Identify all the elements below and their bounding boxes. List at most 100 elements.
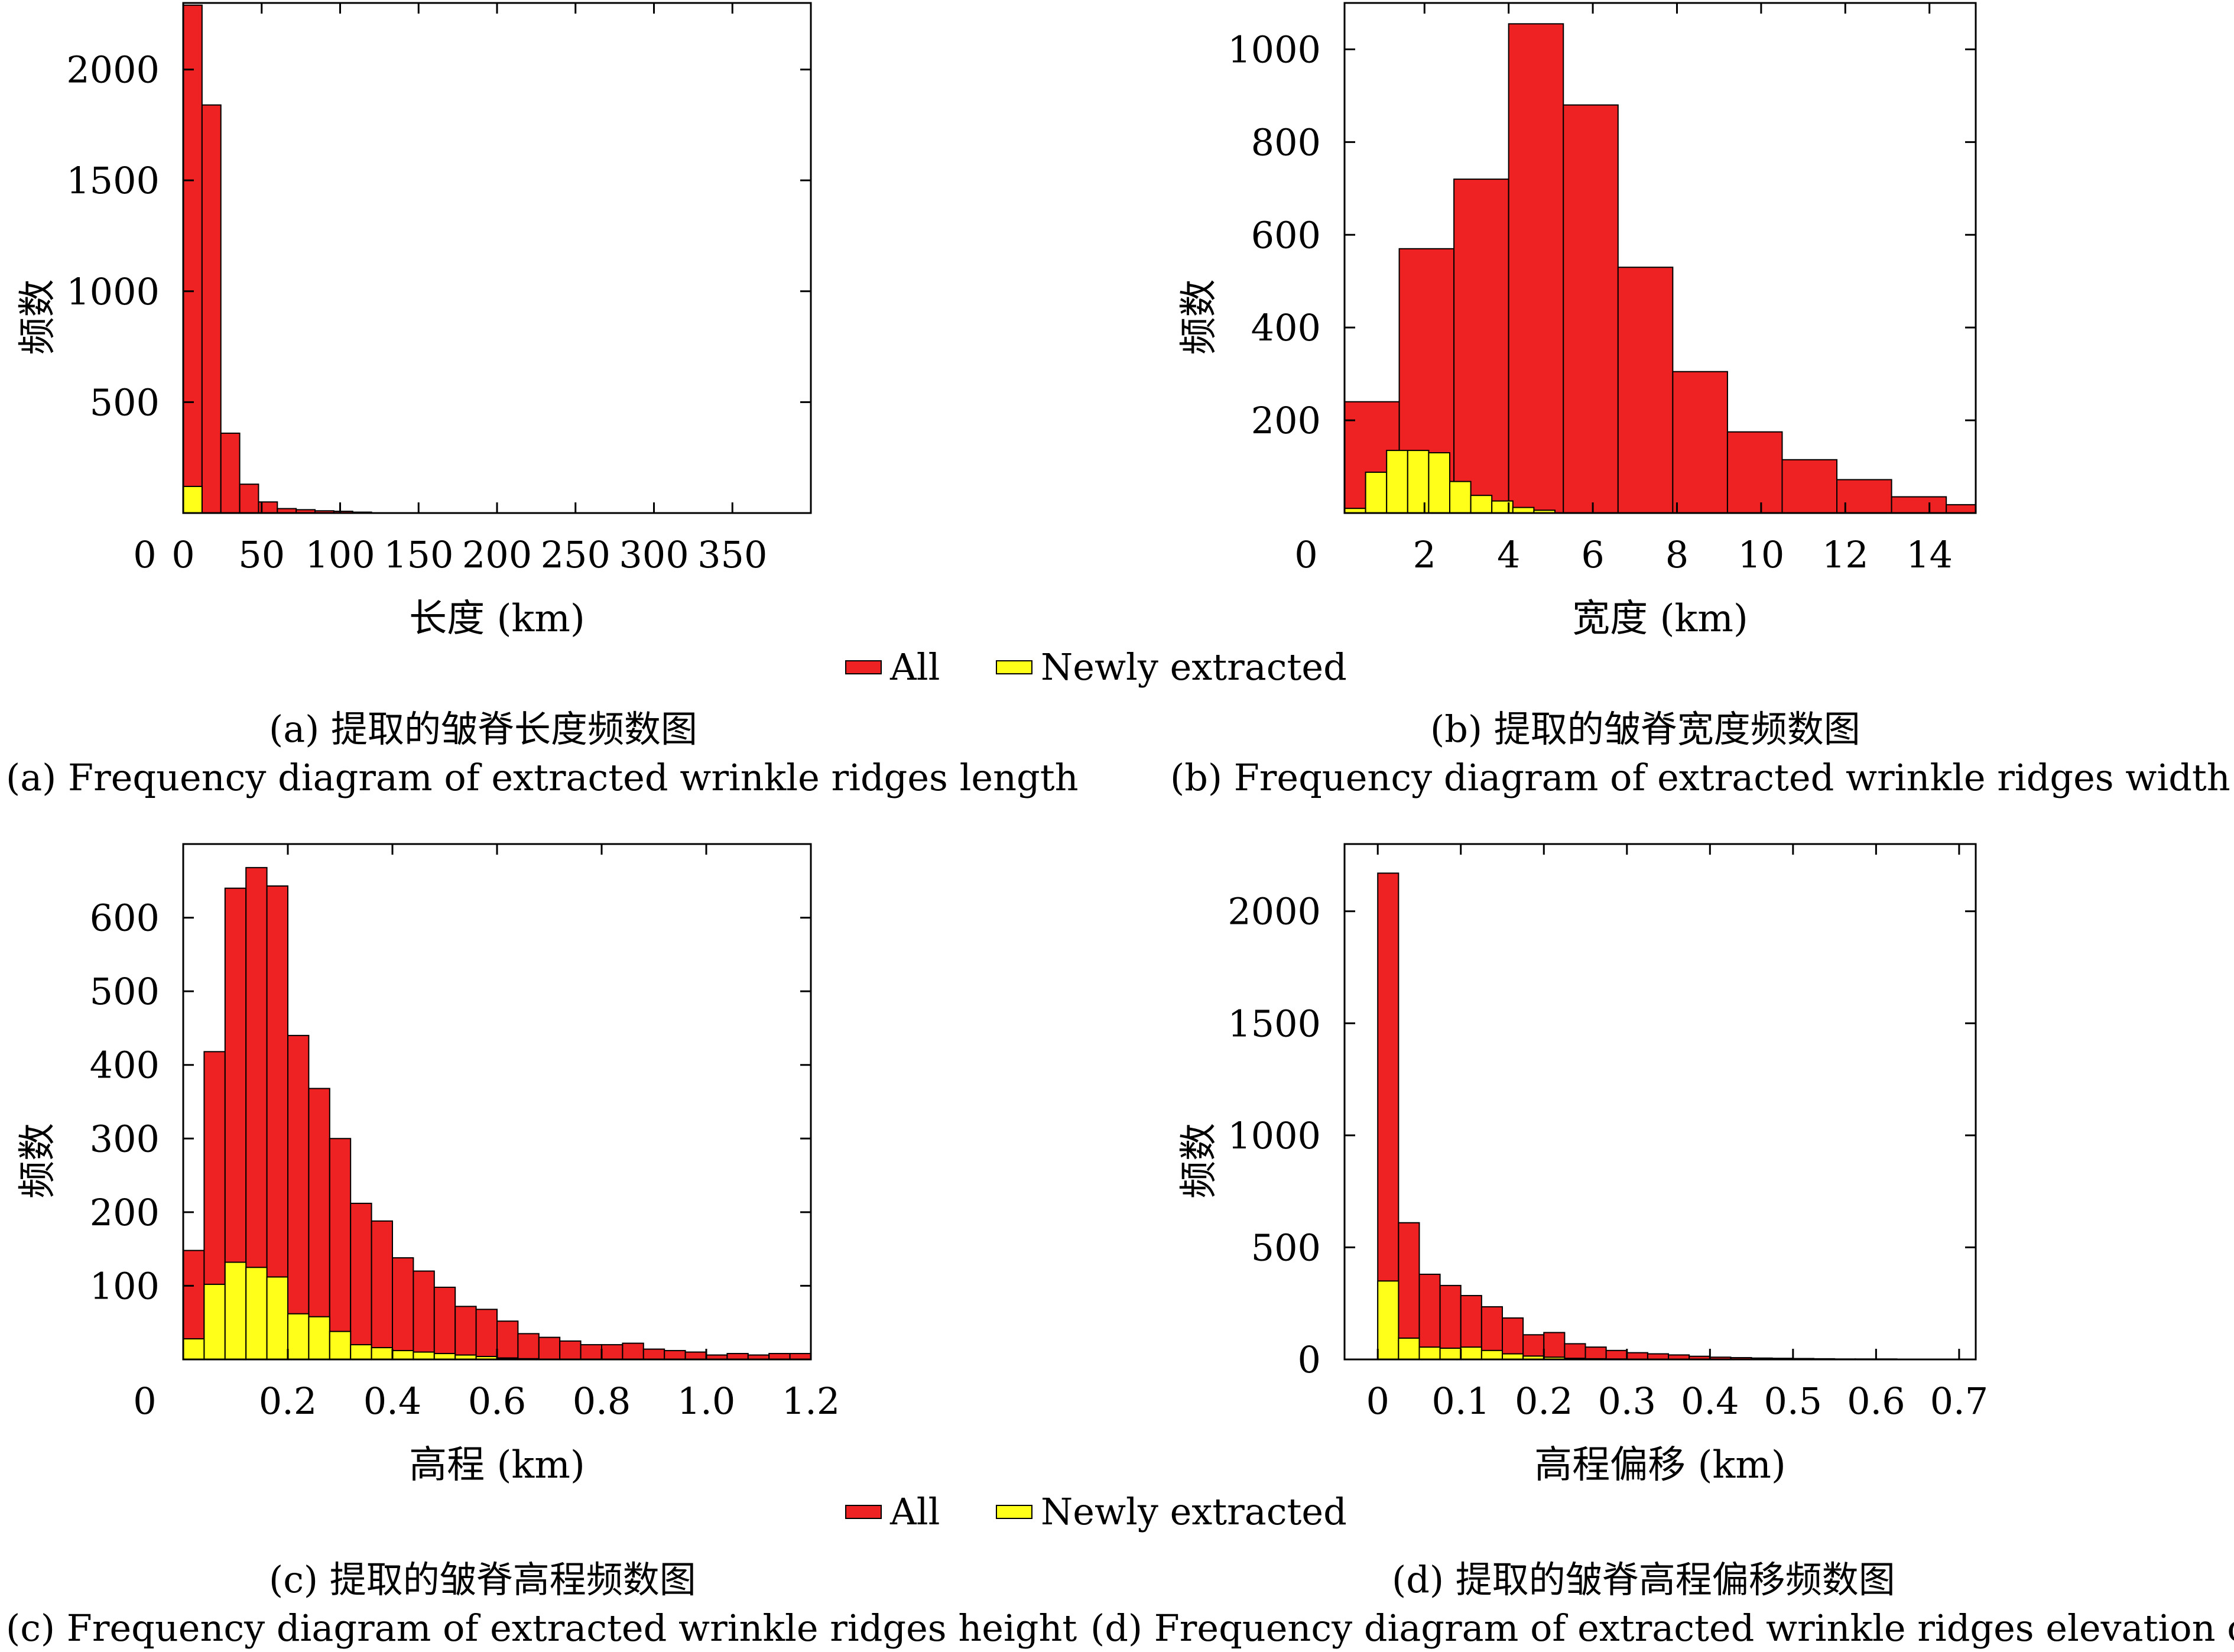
legend-swatch-all (845, 1505, 882, 1519)
x-tick-label: 2 (1413, 533, 1436, 576)
y-axis-label: 频数 (1177, 280, 1221, 355)
bar-all (642, 1348, 665, 1361)
bar-all (622, 1342, 644, 1360)
bar-all (1377, 872, 1400, 1361)
bar-newly (329, 1330, 352, 1360)
bar-newly (413, 1351, 435, 1361)
x-tick-label: 6 (1581, 533, 1604, 576)
x-tick-label: 100 (305, 533, 375, 576)
y-tick-label: 2000 (1228, 890, 1321, 933)
x-tick-label: 0.6 (468, 1380, 527, 1423)
y-tick-label: 500 (90, 970, 160, 1013)
y-axis-label: 频数 (16, 1123, 60, 1199)
bar-newly (183, 485, 203, 514)
x-tick-label: 200 (462, 533, 532, 576)
x-origin-label: 0 (133, 1380, 156, 1423)
x-tick-label: 0 (1366, 1380, 1389, 1423)
bar-all (1781, 459, 1838, 514)
x-tick-label: 4 (1497, 533, 1520, 576)
legend-item-all: All (845, 649, 940, 686)
bar-all (538, 1336, 561, 1361)
bar-all (1508, 23, 1564, 514)
bar-all (559, 1340, 582, 1361)
bar-all (1453, 178, 1509, 514)
caption-d-en: (d) Frequency diagram of extracted wrink… (1090, 1606, 2234, 1650)
bar-all (496, 1320, 519, 1361)
x-tick-label: 250 (541, 533, 611, 576)
y-axis-label: 频数 (16, 280, 60, 355)
chart-a: 0 50 100 150 200 250 300 350 0 500 1000 1500 2000 长度 … (16, 2, 812, 641)
y-tick-label: 500 (1251, 1226, 1321, 1269)
bar-all (287, 1034, 310, 1360)
bar-all (1672, 371, 1728, 514)
x-tick-label: 300 (619, 533, 689, 576)
bar-all (1726, 431, 1783, 514)
y-tick-label: 400 (1251, 306, 1321, 349)
bar-newly (1398, 1337, 1420, 1361)
legend-swatch-newly (996, 660, 1032, 674)
legend-label-all: All (890, 1490, 940, 1533)
bar-newly (1377, 1280, 1400, 1361)
bar-all (475, 1309, 498, 1361)
bar-newly (183, 1338, 205, 1361)
bar-all (413, 1270, 435, 1361)
x-tick-label: 0.4 (363, 1380, 422, 1423)
caption-b-en: (b) Frequency diagram of extracted wrink… (1170, 756, 2230, 799)
y-tick-label: 800 (1251, 121, 1321, 164)
x-tick-label: 0.7 (1930, 1380, 1989, 1423)
caption-a-en: (a) Frequency diagram of extracted wrink… (6, 756, 1079, 799)
chart-b: 2 4 6 8 10 12 14 0 200 400 600 800 1000 宽度 (km) 频数 (1177, 2, 1977, 641)
y-tick-label: 0 (1298, 1338, 1321, 1381)
bar-all (1605, 1349, 1628, 1360)
caption-c-cn: (c) 提取的皱脊高程频数图 (269, 1558, 696, 1601)
y-axis-label: 频数 (1177, 1123, 1221, 1199)
caption-d-cn: (d) 提取的皱脊高程偏移频数图 (1392, 1558, 1895, 1601)
y-tick-label: 600 (1251, 213, 1321, 257)
x-origin-label: 0 (1294, 533, 1317, 576)
bar-newly (1386, 450, 1408, 514)
bar-all (1891, 496, 1947, 514)
bar-all (433, 1286, 456, 1360)
bar-all (684, 1351, 707, 1361)
x-axis-label: 宽度 (km) (1572, 597, 1748, 641)
bar-all (308, 1088, 330, 1360)
bar-newly (245, 1267, 268, 1360)
bar-newly (1480, 1349, 1503, 1360)
x-tick-label: 0.4 (1681, 1380, 1739, 1423)
x-tick-label: 150 (384, 533, 453, 576)
bar-newly (308, 1316, 330, 1360)
bar-newly (1418, 1346, 1441, 1360)
bar-all (1564, 1343, 1586, 1361)
y-tick-label: 1500 (66, 159, 160, 202)
y-tick-label: 200 (90, 1191, 160, 1234)
bar-all (1502, 1317, 1524, 1360)
bar-all (329, 1138, 352, 1361)
x-tick-label: 0.8 (573, 1380, 631, 1423)
bar-all (1626, 1352, 1648, 1360)
y-tick-label: 400 (90, 1044, 160, 1087)
bar-newly (1491, 500, 1514, 514)
x-tick-label: 12 (1822, 533, 1869, 576)
bar-newly (1407, 450, 1430, 514)
legend-label-newly: Newly extracted (1041, 645, 1347, 689)
chart-c: 0.2 0.4 0.6 0.8 1.0 1.2 0 100 200 300 400 500 600 高程 … (16, 843, 840, 1487)
caption-c-en: (c) Frequency diagram of extracted wrink… (6, 1606, 1077, 1650)
y-tick-label: 1000 (1228, 28, 1321, 71)
bar-newly (203, 1283, 226, 1361)
x-tick-label: 0.5 (1764, 1380, 1823, 1423)
y-tick-label: 300 (90, 1117, 160, 1160)
bar-newly (371, 1347, 393, 1361)
x-tick-label: 0.3 (1597, 1380, 1656, 1423)
x-tick-label: 50 (238, 533, 285, 576)
bar-all (350, 1202, 372, 1360)
legend-label-all: All (890, 645, 940, 689)
bar-all (580, 1344, 602, 1360)
x-tick-label: 1.2 (782, 1380, 840, 1423)
bar-all (1563, 104, 1619, 514)
bar-all (517, 1333, 540, 1360)
bar-newly (287, 1313, 310, 1360)
y-tick-label: 1000 (66, 270, 160, 313)
bar-all (371, 1220, 393, 1360)
x-tick-label: 0.2 (259, 1380, 317, 1423)
x-tick-label: 350 (697, 533, 767, 576)
